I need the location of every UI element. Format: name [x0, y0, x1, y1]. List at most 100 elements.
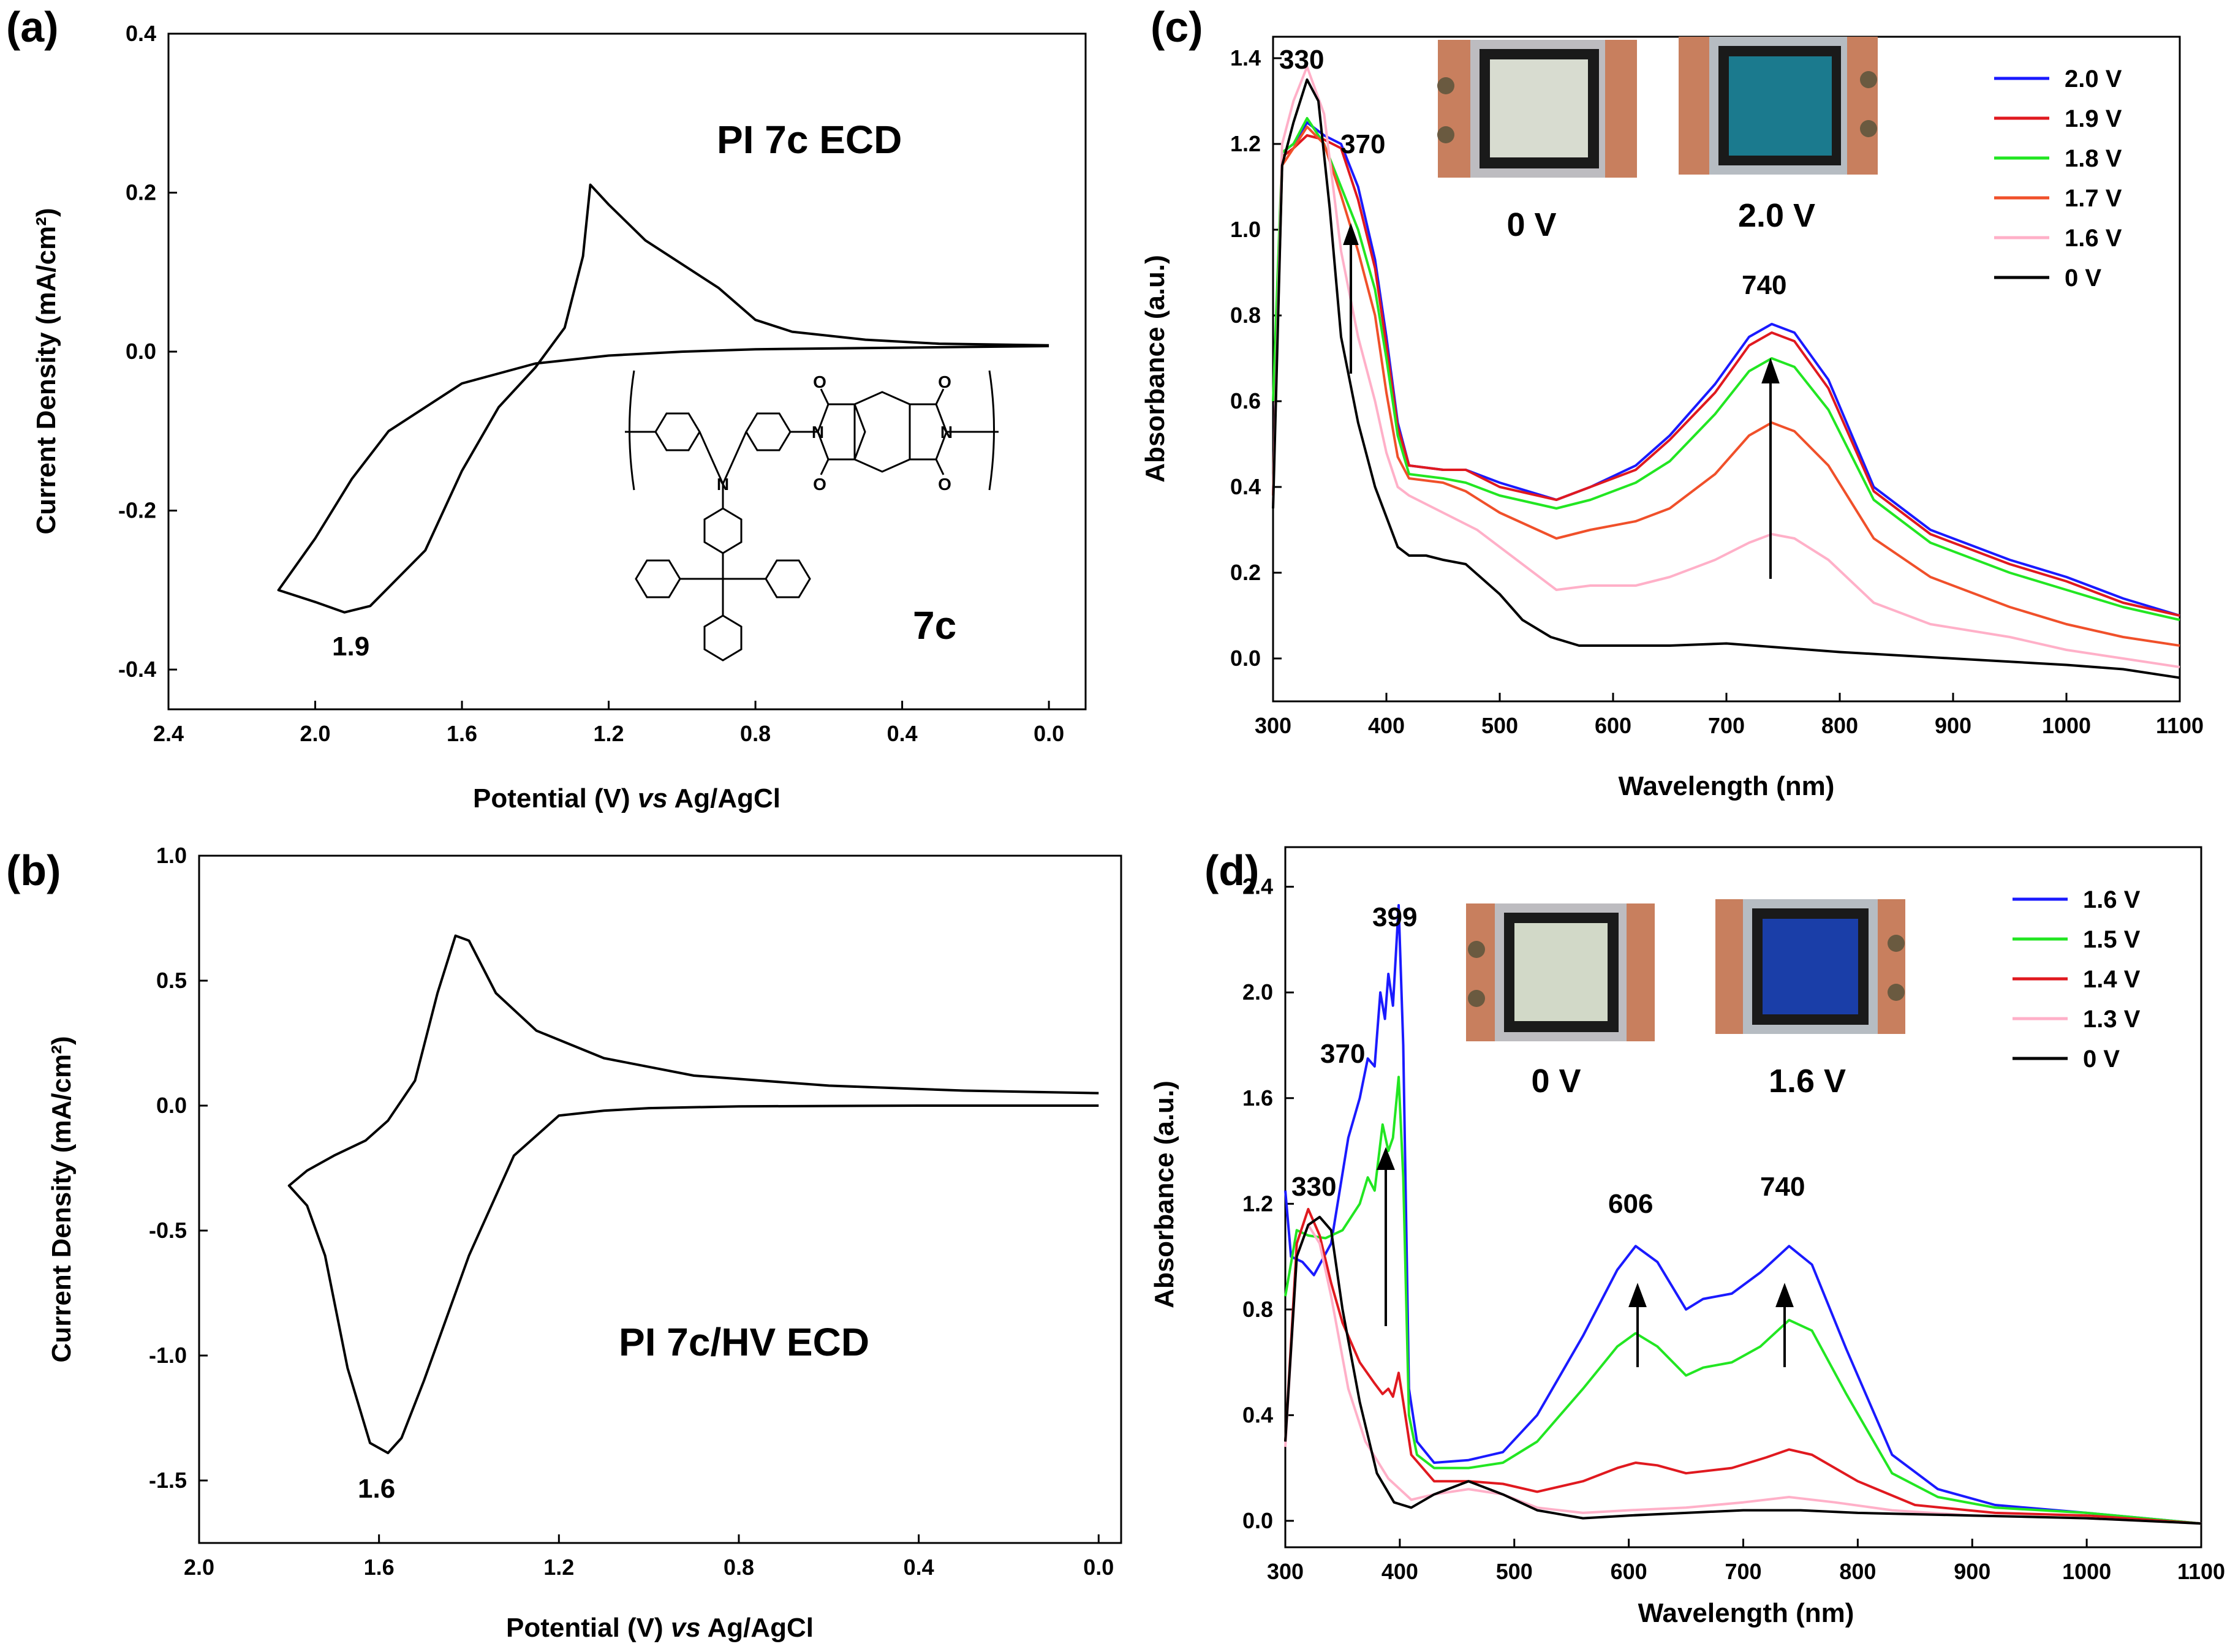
y-tick-label: 0.0 [1230, 646, 1261, 671]
x-tick-label: 1100 [2156, 713, 2204, 738]
y-tick-label: 1.0 [1230, 217, 1261, 242]
x-tick-label: 900 [1954, 1559, 1990, 1584]
y-tick-label: -1.0 [149, 1343, 187, 1368]
device-photo-1-6V-d [1715, 899, 1905, 1034]
svg-text:O: O [938, 372, 951, 391]
legend-label: 1.3 V [2083, 1006, 2141, 1033]
legend-label: 1.9 V [2065, 105, 2122, 132]
panel-b-x-ticks: 2.0 1.6 1.2 0.8 0.4 0.0 [184, 1534, 1114, 1580]
panel-b-series [287, 934, 1099, 1455]
legend-label: 1.6 V [2065, 225, 2122, 252]
panel-a-series [277, 183, 1049, 614]
panel-a-plot-frame [167, 32, 1087, 711]
y-tick-label: 1.2 [1230, 131, 1261, 156]
x-tick-label: 400 [1368, 713, 1405, 738]
series-line-1-4V [1284, 1207, 2202, 1525]
legend-label: 1.6 V [2083, 886, 2141, 913]
series-line-0V [1272, 78, 2180, 679]
x-tick-label: 1000 [2062, 1559, 2111, 1584]
svg-text:N: N [717, 475, 729, 494]
photo-label-0V-d: 0 V [1531, 1063, 1581, 1099]
panel-b-y-axis-title: Current Density (mA/cm²) [47, 1036, 77, 1363]
panel-c-label: (c) [1151, 3, 1203, 51]
panel-d-peak-740: 740 [1760, 1172, 1805, 1202]
polymer-7c-atom-labels: N N N O O O O [717, 372, 953, 494]
y-tick-label: -0.5 [149, 1218, 187, 1243]
x-tick-label: 0.4 [887, 721, 918, 746]
panel-c-x-axis-title: Wavelength (nm) [1619, 771, 1835, 801]
svg-text:N: N [812, 423, 824, 442]
legend-label: 1.4 V [2083, 966, 2141, 993]
x-tick-label: 2.0 [184, 1555, 214, 1580]
panel-d-peak-370: 370 [1320, 1039, 1365, 1069]
series-line-1-5V [1284, 1076, 2202, 1525]
device-photo-2V-c [1679, 37, 1878, 175]
series-line-0V [1284, 1215, 2202, 1525]
x-tick-label: 1.6 [447, 721, 477, 746]
panel-d-series [1284, 903, 2202, 1525]
x-tick-label: 900 [1935, 713, 1971, 738]
panel-d-arrows [1377, 1147, 1794, 1367]
x-tick-label: 800 [1839, 1559, 1876, 1584]
x-tick-label: 0.4 [904, 1555, 934, 1580]
x-tick-label: 300 [1255, 713, 1291, 738]
panel-d-peak-606: 606 [1608, 1189, 1653, 1219]
series-line-CV [277, 183, 1049, 614]
photo-label-2V-c: 2.0 V [1738, 197, 1815, 234]
y-tick-label: -0.4 [118, 657, 156, 682]
x-tick-label: 2.0 [300, 721, 330, 746]
x-tick-label: 0.0 [1034, 721, 1064, 746]
x-tick-label: 800 [1821, 713, 1858, 738]
panel-c-peak-330: 330 [1279, 45, 1324, 75]
y-tick-label: 2.4 [1242, 874, 1273, 899]
x-tick-label: 400 [1381, 1559, 1418, 1584]
panel-a-x-ticks: 2.4 2.0 1.6 1.2 0.8 0.4 0.0 [153, 701, 1064, 746]
panel-a-title: PI 7c ECD [717, 118, 902, 162]
y-tick-label: 0.0 [156, 1093, 187, 1118]
x-tick-label: 600 [1595, 713, 1631, 738]
panel-b-peak-label: 1.6 [358, 1474, 395, 1504]
y-tick-label: 0.4 [1242, 1402, 1273, 1427]
legend-label: 2.0 V [2065, 66, 2122, 92]
photo-label-0V-c: 0 V [1506, 206, 1556, 243]
y-tick-label: 0.4 [1230, 474, 1261, 499]
panel-b-title: PI 7c/HV ECD [619, 1320, 869, 1364]
y-tick-label: 1.6 [1242, 1085, 1273, 1111]
x-tick-label: 2.4 [153, 721, 184, 746]
x-tick-label: 1.2 [594, 721, 624, 746]
panel-c-peak-740: 740 [1742, 270, 1786, 300]
polymer-7c-structure [625, 370, 999, 662]
panel-c-series [1272, 66, 2180, 679]
x-tick-label: 1.6 [364, 1555, 395, 1580]
photo-label-1-6V-d: 1.6 V [1769, 1063, 1846, 1099]
legend-label: 1.5 V [2083, 926, 2141, 953]
panel-b-x-axis-title: Potential (V) vs Ag/AgCl [506, 1613, 814, 1643]
series-line-1-6V [1284, 903, 2202, 1525]
y-tick-label: 0.6 [1230, 388, 1261, 413]
x-tick-label: 500 [1481, 713, 1518, 738]
panel-b-plot-frame [198, 854, 1122, 1544]
series-line-CV [287, 934, 1099, 1455]
series-line-1-7V [1272, 126, 2180, 647]
x-tick-label: 1.2 [543, 1555, 574, 1580]
svg-text:N: N [940, 423, 953, 442]
x-tick-label: 0.0 [1083, 1555, 1114, 1580]
device-photo-0V-d [1466, 903, 1655, 1041]
legend-label: 0 V [2083, 1046, 2120, 1073]
device-photo-0V-c [1437, 40, 1637, 178]
panel-c-x-ticks: 300 400 500 600 700 800 900 1000 1100 [1255, 693, 2204, 738]
x-tick-label: 1100 [2177, 1559, 2225, 1584]
y-tick-label: 0.8 [1242, 1297, 1273, 1322]
panel-c-peak-370: 370 [1340, 129, 1385, 159]
panel-a: (a) 2.4 2.0 1.6 1.2 0.8 0.4 0.0 0.4 0.2 0.0 -0.2 -… [6, 3, 1087, 813]
panel-d-x-ticks: 300 400 500 600 700 800 900 1000 1100 [1267, 1539, 2225, 1584]
panel-b-y-ticks: 1.0 0.5 0.0 -0.5 -1.0 -1.5 [149, 843, 208, 1493]
panel-d-peak-330: 330 [1291, 1172, 1336, 1202]
svg-text:O: O [938, 475, 951, 494]
series-line-1-9V [1272, 134, 2180, 617]
panel-b-label: (b) [6, 847, 61, 894]
series-line-1-8V [1272, 117, 2180, 621]
panel-c-y-axis-title: Absorbance (a.u.) [1140, 255, 1170, 483]
series-line-1-6V [1272, 66, 2180, 668]
